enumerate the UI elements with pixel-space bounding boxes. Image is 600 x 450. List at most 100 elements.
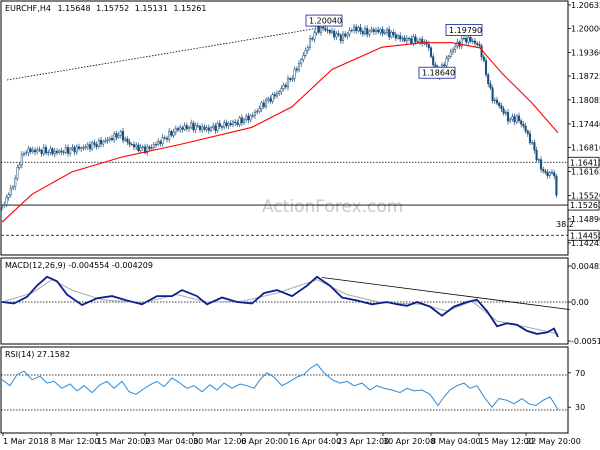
candle-body bbox=[267, 98, 270, 101]
candle-body bbox=[64, 147, 67, 153]
candle-body bbox=[359, 27, 362, 32]
candle-body bbox=[196, 125, 199, 127]
candle-body bbox=[304, 50, 307, 56]
candle-body bbox=[315, 26, 318, 34]
candle-body bbox=[253, 111, 257, 116]
candle-body bbox=[124, 138, 127, 141]
candle-body bbox=[161, 137, 164, 144]
candle-body bbox=[416, 41, 419, 43]
candle-body bbox=[40, 149, 43, 154]
candle-body bbox=[493, 99, 496, 101]
candle-body bbox=[73, 147, 76, 153]
candle-body bbox=[401, 37, 404, 40]
candle-body bbox=[223, 122, 226, 128]
macd-tick-label: -0.005132 bbox=[571, 337, 600, 346]
candle-body bbox=[91, 142, 94, 150]
candle-body bbox=[11, 186, 15, 189]
candle-body bbox=[555, 175, 558, 196]
candle-body bbox=[339, 34, 342, 41]
candle-body bbox=[407, 38, 411, 40]
candle-body bbox=[126, 138, 129, 143]
candle-body bbox=[0, 205, 4, 208]
candle-body bbox=[88, 144, 92, 150]
candle-body bbox=[524, 125, 527, 132]
candle-body bbox=[533, 142, 536, 151]
candle-body bbox=[363, 28, 367, 35]
candle-body bbox=[539, 159, 543, 170]
candle-body bbox=[471, 40, 474, 42]
watermark: ActionForex.com bbox=[262, 197, 403, 217]
candle-body bbox=[97, 140, 100, 148]
candle-body bbox=[71, 147, 74, 150]
candle-body bbox=[504, 112, 507, 114]
candle-body bbox=[110, 138, 114, 141]
candle-body bbox=[260, 102, 263, 110]
price-header: EURCHF,H4 1.15648 1.15752 1.15131 1.1526… bbox=[5, 4, 206, 13]
candle-body bbox=[465, 38, 468, 43]
candle-body bbox=[207, 127, 210, 131]
candle-body bbox=[337, 33, 340, 36]
candle-body bbox=[522, 123, 525, 127]
candle-body bbox=[194, 125, 197, 131]
candle-body bbox=[66, 147, 70, 154]
rsi-tick-label: 30 bbox=[575, 403, 585, 412]
macd-tick-label: 0.00 bbox=[571, 298, 589, 307]
candle-body bbox=[280, 88, 283, 92]
x-tick-label: 22 May 20:00 bbox=[526, 437, 581, 446]
candle-body bbox=[36, 149, 39, 153]
candle-body bbox=[454, 46, 457, 50]
candle-body bbox=[249, 115, 252, 121]
candle-body bbox=[192, 122, 195, 131]
candle-body bbox=[115, 133, 118, 138]
candle-body bbox=[546, 172, 549, 177]
candle-body bbox=[242, 119, 246, 124]
candle-body bbox=[293, 68, 296, 79]
candle-body bbox=[302, 55, 305, 60]
candle-body bbox=[487, 74, 490, 84]
open-value: 1.15648 bbox=[57, 4, 90, 13]
candle-body bbox=[394, 34, 397, 39]
candle-body bbox=[291, 78, 294, 80]
price-tick-label: 1.19360 bbox=[571, 48, 600, 57]
candle-body bbox=[148, 146, 151, 149]
candle-body bbox=[489, 83, 492, 89]
candle-body bbox=[476, 43, 479, 45]
candle-body bbox=[480, 45, 483, 58]
x-tick-label: 23 Apr 12:00 bbox=[337, 437, 389, 446]
candle-body bbox=[75, 146, 78, 153]
candle-body bbox=[392, 32, 395, 35]
candle-body bbox=[509, 118, 512, 122]
candle-body bbox=[335, 33, 338, 38]
candle-body bbox=[143, 146, 147, 154]
candle-body bbox=[482, 56, 485, 61]
candle-body bbox=[484, 60, 488, 75]
price-tick-label: 1.16810 bbox=[571, 143, 600, 152]
annotation-box bbox=[418, 66, 456, 79]
candle-body bbox=[150, 147, 153, 149]
price-tick-label: 1.15520 bbox=[571, 191, 600, 200]
candle-body bbox=[326, 29, 329, 31]
candle-body bbox=[165, 137, 169, 140]
candle-body bbox=[282, 84, 285, 89]
candle-body bbox=[152, 144, 155, 149]
rsi-panel-frame bbox=[0, 346, 569, 434]
candle-body bbox=[405, 38, 408, 42]
candle-body bbox=[198, 125, 202, 130]
candle-body bbox=[322, 27, 325, 29]
price-tick-label: 1.17440 bbox=[571, 120, 600, 129]
candle-body bbox=[498, 102, 501, 107]
candle-body bbox=[388, 29, 391, 38]
x-tick-label: 8 Mar 12:00 bbox=[51, 437, 99, 446]
candle-body bbox=[240, 117, 243, 124]
candle-body bbox=[14, 177, 17, 188]
candle-body bbox=[31, 149, 34, 152]
candle-body bbox=[25, 152, 28, 154]
candle-body bbox=[295, 68, 298, 71]
candle-body bbox=[544, 170, 547, 173]
candle-body bbox=[333, 30, 336, 38]
candle-body bbox=[209, 127, 213, 131]
candle-body bbox=[227, 123, 230, 127]
level-label-box bbox=[567, 229, 600, 241]
level-label: 1.15261 bbox=[570, 201, 600, 210]
